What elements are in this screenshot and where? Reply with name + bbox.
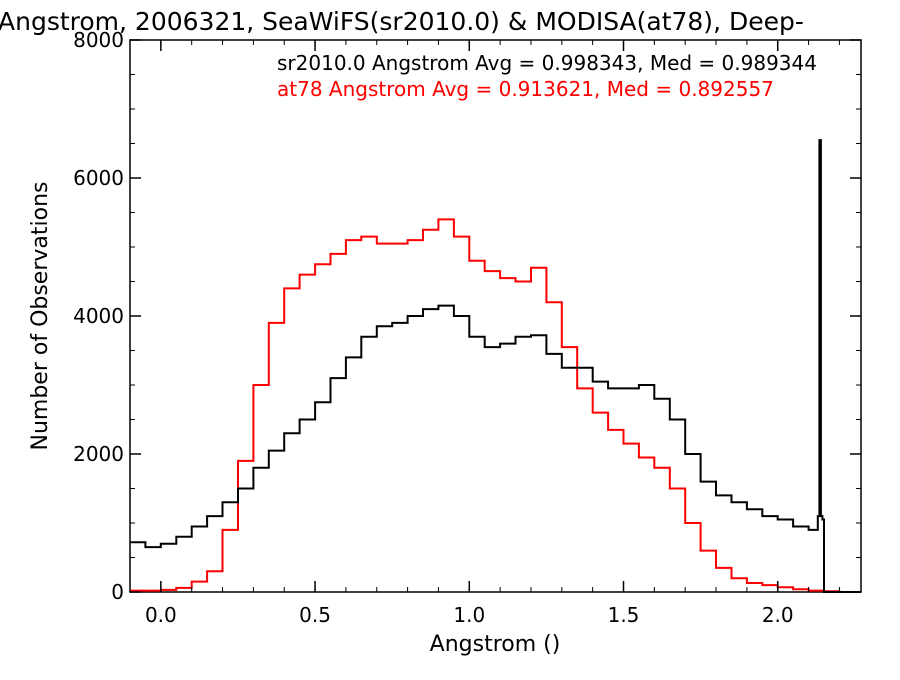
annotation-sr2010: sr2010.0 Angstrom Avg = 0.998343, Med = … (277, 51, 817, 75)
y-tick-label: 8000 (73, 28, 124, 52)
x-tick-label: 2.0 (762, 603, 794, 627)
x-tick-label: 1.5 (608, 603, 640, 627)
y-axis-label: Number of Observations (28, 182, 53, 451)
x-axis-label: Angstrom () (430, 632, 561, 657)
y-tick-label: 2000 (73, 442, 124, 466)
x-tick-label: 1.0 (453, 603, 485, 627)
x-tick-label: 0.0 (145, 603, 177, 627)
y-tick-label: 0 (111, 580, 124, 604)
series-line-1 (130, 218, 861, 593)
series-line-0 (130, 139, 861, 593)
chart-title: Angstrom, 2006321, SeaWiFS(sr2010.0) & M… (0, 7, 804, 36)
annotation-at78: at78 Angstrom Avg = 0.913621, Med = 0.89… (277, 77, 774, 101)
series-layer (130, 139, 861, 593)
x-tick-label: 0.5 (299, 603, 331, 627)
y-tick-label: 6000 (73, 166, 124, 190)
tick-layer: 0.0 0.5 1.0 1.5 2.0 0 2000 4000 6000 8000 (73, 28, 861, 627)
y-tick-label: 4000 (73, 304, 124, 328)
